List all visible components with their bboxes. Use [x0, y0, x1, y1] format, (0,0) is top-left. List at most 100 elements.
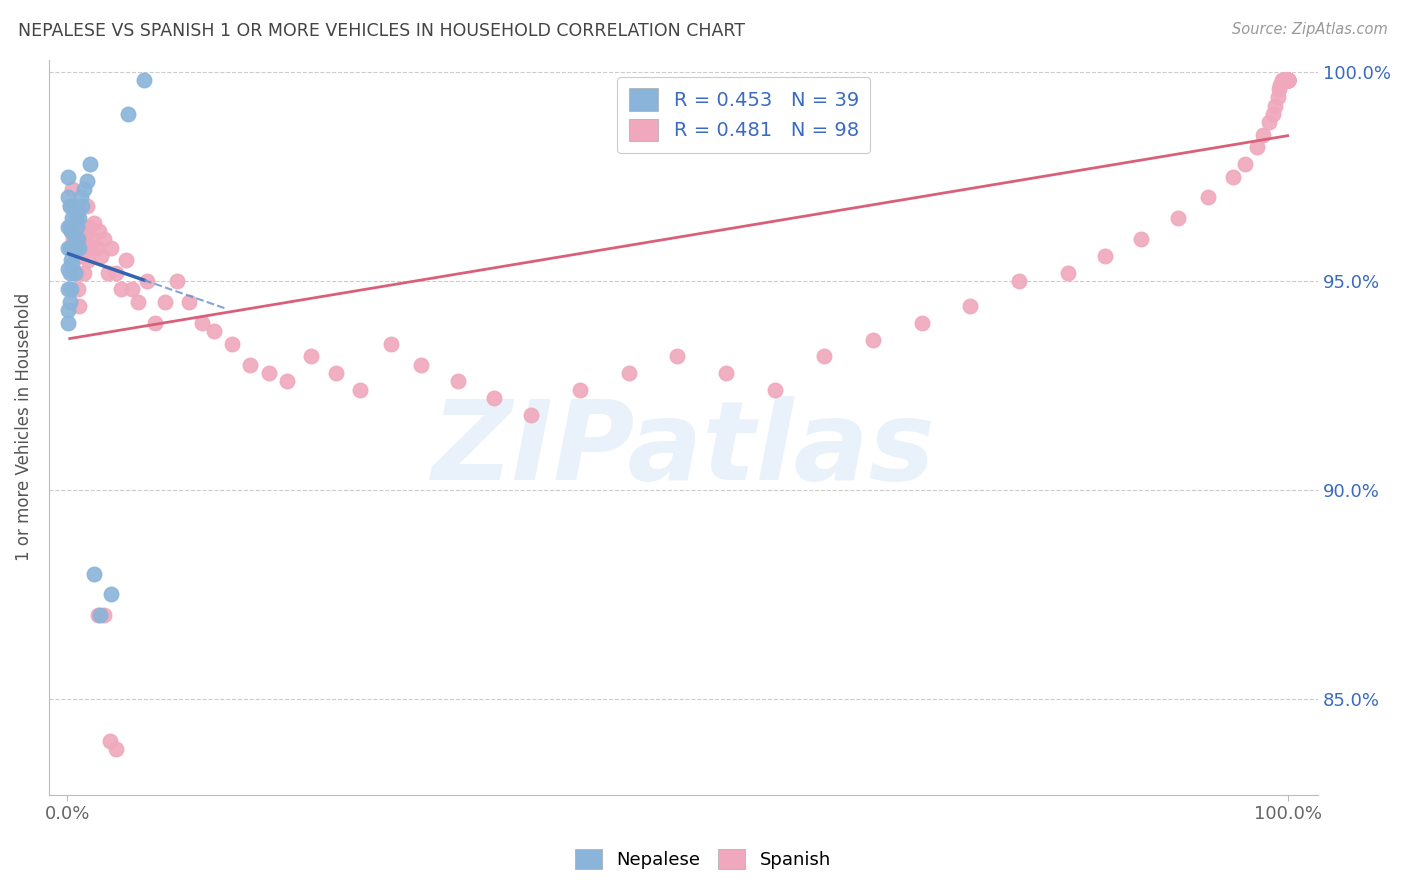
Point: [87, 608, 110, 623]
Point: [89, 608, 111, 623]
Point: [299, 349, 322, 363]
Point: [1261, 107, 1284, 121]
Y-axis label: 1 or more Vehicles in Household: 1 or more Vehicles in Household: [15, 293, 32, 561]
Text: NEPALESE VS SPANISH 1 OR MORE VEHICLES IN HOUSEHOLD CORRELATION CHART: NEPALESE VS SPANISH 1 OR MORE VEHICLES I…: [18, 22, 745, 40]
Point: [96, 266, 118, 280]
Point: [65, 211, 87, 226]
Point: [202, 324, 225, 338]
Point: [100, 587, 122, 601]
Point: [93, 232, 115, 246]
Point: [98, 733, 121, 747]
Point: [69, 241, 91, 255]
Point: [73, 266, 96, 280]
Point: [959, 299, 981, 313]
Point: [1271, 73, 1294, 87]
Point: [221, 336, 243, 351]
Text: ZIPatlas: ZIPatlas: [432, 396, 935, 503]
Point: [1268, 82, 1291, 96]
Point: [380, 336, 402, 351]
Point: [1251, 128, 1274, 142]
Point: [58, 303, 80, 318]
Point: [90, 249, 112, 263]
Point: [59, 224, 82, 238]
Point: [276, 375, 298, 389]
Point: [117, 107, 139, 121]
Point: [135, 274, 157, 288]
Point: [166, 274, 188, 288]
Point: [83, 216, 105, 230]
Point: [121, 282, 143, 296]
Point: [73, 182, 96, 196]
Point: [520, 408, 543, 422]
Point: [1274, 73, 1296, 87]
Point: [105, 266, 128, 280]
Point: [1277, 73, 1299, 87]
Point: [69, 299, 91, 313]
Point: [58, 169, 80, 184]
Point: [1277, 73, 1299, 87]
Point: [67, 232, 90, 246]
Point: [62, 232, 84, 246]
Point: [143, 316, 166, 330]
Point: [65, 211, 87, 226]
Point: [70, 199, 93, 213]
Point: [93, 608, 115, 623]
Point: [66, 266, 89, 280]
Point: [1167, 211, 1189, 226]
Point: [1277, 73, 1299, 87]
Point: [1277, 73, 1299, 87]
Point: [69, 190, 91, 204]
Point: [190, 316, 212, 330]
Point: [1277, 73, 1299, 87]
Text: Source: ZipAtlas.com: Source: ZipAtlas.com: [1232, 22, 1388, 37]
Point: [1246, 140, 1268, 154]
Point: [76, 199, 98, 213]
Point: [65, 241, 87, 255]
Point: [763, 383, 786, 397]
Point: [58, 316, 80, 330]
Point: [58, 219, 80, 234]
Point: [59, 266, 82, 280]
Point: [1277, 73, 1299, 87]
Point: [179, 295, 201, 310]
Point: [87, 224, 110, 238]
Point: [59, 199, 82, 213]
Point: [134, 73, 156, 87]
Point: [1272, 73, 1295, 87]
Point: [59, 219, 82, 234]
Point: [1275, 73, 1298, 87]
Point: [1264, 98, 1286, 112]
Point: [62, 241, 84, 255]
Point: [1277, 73, 1299, 87]
Point: [72, 241, 94, 255]
Point: [447, 375, 470, 389]
Point: [1277, 73, 1299, 87]
Point: [58, 282, 80, 296]
Point: [60, 211, 83, 226]
Point: [77, 219, 100, 234]
Point: [484, 391, 506, 405]
Point: [60, 182, 83, 196]
Point: [59, 253, 82, 268]
Point: [115, 253, 138, 268]
Point: [58, 261, 80, 276]
Point: [86, 241, 108, 255]
Point: [1277, 73, 1299, 87]
Point: [411, 358, 433, 372]
Point: [1270, 73, 1292, 87]
Point: [63, 241, 86, 255]
Point: [1274, 73, 1296, 87]
Point: [716, 366, 738, 380]
Point: [59, 241, 82, 255]
Legend: R = 0.453   N = 39, R = 0.481   N = 98: R = 0.453 N = 39, R = 0.481 N = 98: [617, 77, 870, 153]
Point: [568, 383, 591, 397]
Point: [80, 232, 103, 246]
Point: [69, 211, 91, 226]
Point: [1008, 274, 1031, 288]
Point: [153, 295, 176, 310]
Point: [67, 202, 90, 217]
Point: [79, 241, 101, 255]
Point: [1258, 115, 1281, 129]
Point: [127, 295, 149, 310]
Point: [63, 232, 86, 246]
